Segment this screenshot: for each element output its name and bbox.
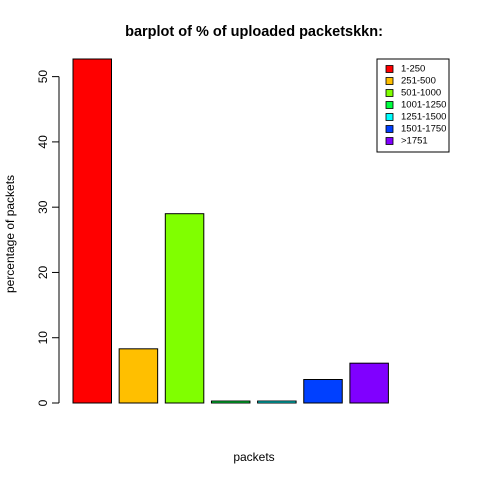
legend-label: 1-250 [401,64,425,75]
y-tick-label: 10 [36,331,50,345]
bars-group [72,58,389,404]
y-tick-label: 30 [36,200,50,214]
chart-title: barplot of % of uploaded packetskkn: [125,24,383,40]
bar-501-1000 [164,213,205,404]
legend-label: 1501-1750 [401,124,446,135]
y-tick-label: 50 [36,70,50,84]
bar-1501-1750 [303,379,343,404]
legend-box [376,58,450,153]
legend: 1-250251-500501-10001001-12501251-150015… [376,58,450,153]
y-axis: 0 10 20 30 40 50 [36,70,60,406]
bar-1-250 [72,58,112,404]
legend-label: 1251-1500 [401,112,446,123]
legend-swatch [385,77,394,85]
bar-1001-1250 [210,400,251,404]
legend-swatch [385,113,394,121]
legend-swatch [385,137,394,145]
legend-swatch [385,125,394,133]
legend-swatch [385,65,394,73]
legend-swatch [385,89,394,97]
y-tick-label: 20 [36,265,50,279]
legend-label: 251-500 [401,76,436,87]
y-tick-label: 40 [36,135,50,149]
legend-label: 501-1000 [401,88,441,99]
bar-1751 [349,362,389,404]
legend-label: >1751 [401,136,428,147]
bar-1251-1500 [257,400,297,404]
legend-label: 1001-1250 [401,100,446,111]
bar-251-500 [118,348,159,404]
x-axis-label: packets [233,450,274,464]
y-tick-label: 0 [36,399,50,406]
y-axis-label: percentage of packets [3,175,17,293]
legend-swatch [385,101,394,109]
